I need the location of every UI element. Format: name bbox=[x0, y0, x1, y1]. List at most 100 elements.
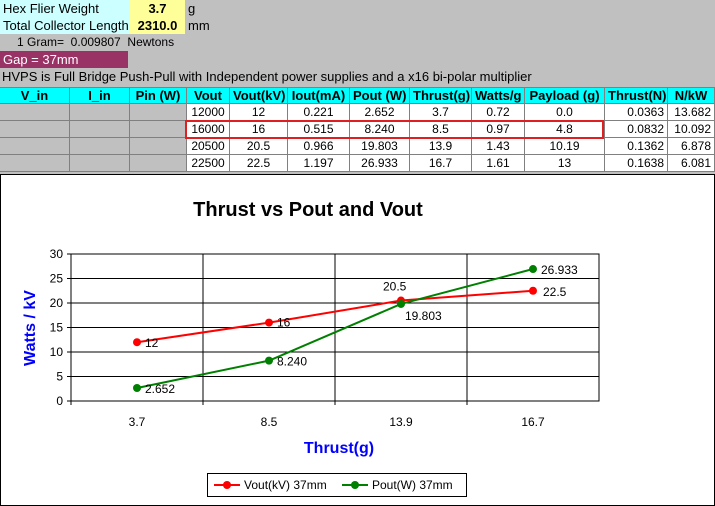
data-label: 16 bbox=[277, 316, 291, 330]
data-label: 20.5 bbox=[383, 280, 407, 294]
table-cell: 1.197 bbox=[288, 155, 350, 172]
column-header: I_in bbox=[70, 87, 130, 104]
empty-cell bbox=[0, 155, 70, 172]
column-header: Iout(mA) bbox=[288, 87, 350, 104]
conversion-text: 1 Gram= 0.009807 Newtons bbox=[17, 35, 175, 49]
marker bbox=[133, 338, 141, 347]
empty-cell bbox=[130, 121, 187, 138]
x-tick-label: 8.5 bbox=[261, 415, 278, 429]
x-tick-label: 16.7 bbox=[521, 415, 545, 429]
x-axis-title: Thrust(g) bbox=[304, 440, 374, 457]
marker bbox=[133, 384, 141, 393]
table-cell: 0.221 bbox=[288, 104, 350, 121]
y-tick-label: 25 bbox=[50, 272, 64, 286]
chart: Thrust vs Pout and Vout 0 5 10 15 20 25 30 3.7 8.… bbox=[0, 174, 715, 506]
column-header: Watts/g bbox=[472, 87, 525, 104]
data-label: 19.803 bbox=[405, 309, 442, 323]
empty-cell bbox=[70, 138, 130, 155]
x-tick-label: 3.7 bbox=[129, 415, 146, 429]
table-cell: 2.652 bbox=[350, 104, 410, 121]
table-cell: 22.5 bbox=[230, 155, 288, 172]
empty-cell bbox=[0, 121, 70, 138]
note-text: HVPS is Full Bridge Push-Pull with Indep… bbox=[2, 69, 532, 84]
table-cell: 0.0832 bbox=[605, 121, 668, 138]
empty-cell bbox=[70, 121, 130, 138]
data-label: 22.5 bbox=[543, 285, 567, 299]
table-cell: 8.5 bbox=[410, 121, 472, 138]
column-header: Pout (W) bbox=[350, 87, 410, 104]
legend-label: Pout(W) 37mm bbox=[372, 478, 453, 492]
column-header: Payload (g) bbox=[525, 87, 605, 104]
empty-cell bbox=[70, 155, 130, 172]
table-cell: 12000 bbox=[187, 104, 230, 121]
y-tick-label: 5 bbox=[56, 370, 63, 384]
column-header: Thrust(N) bbox=[605, 87, 668, 104]
table-cell: 13.682 bbox=[668, 104, 715, 121]
table-cell: 0.966 bbox=[288, 138, 350, 155]
table-cell: 26.933 bbox=[350, 155, 410, 172]
table-cell: 16.7 bbox=[410, 155, 472, 172]
table-cell: 13.9 bbox=[410, 138, 472, 155]
value-cell: 3.7 bbox=[130, 0, 185, 17]
table-cell: 6.878 bbox=[668, 138, 715, 155]
table-cell: 1.61 bbox=[472, 155, 525, 172]
chart-title: Thrust vs Pout and Vout bbox=[193, 199, 423, 221]
data-label: 26.933 bbox=[541, 263, 578, 277]
row-highlight bbox=[185, 120, 604, 139]
empty-cell bbox=[130, 138, 187, 155]
legend-box bbox=[207, 473, 467, 497]
column-header: Vout(kV) bbox=[230, 87, 288, 104]
marker bbox=[529, 265, 537, 274]
label-cell: Hex Flier Weight bbox=[0, 0, 130, 17]
table-cell: 20500 bbox=[187, 138, 230, 155]
marker bbox=[529, 286, 537, 295]
data-label: 12 bbox=[145, 336, 159, 350]
table-cell: 0.0363 bbox=[605, 104, 668, 121]
marker bbox=[265, 356, 273, 365]
table-cell: 10.092 bbox=[668, 121, 715, 138]
empty-cell bbox=[70, 104, 130, 121]
table-cell: 1.43 bbox=[472, 138, 525, 155]
table-cell: 0.1362 bbox=[605, 138, 668, 155]
x-tick-label: 13.9 bbox=[389, 415, 413, 429]
table-cell: 19.803 bbox=[350, 138, 410, 155]
empty-cell bbox=[0, 104, 70, 121]
legend-marker bbox=[223, 481, 231, 489]
y-axis-title: Watts / kV bbox=[22, 290, 39, 366]
empty-cell bbox=[130, 104, 187, 121]
unit-cell: mm bbox=[188, 18, 210, 33]
data-label: 2.652 bbox=[145, 382, 175, 396]
data-label: 8.240 bbox=[277, 355, 307, 369]
empty-cell bbox=[130, 155, 187, 172]
line bbox=[136, 289, 534, 344]
column-header: Vout bbox=[187, 87, 230, 104]
table-cell: 0.72 bbox=[472, 104, 525, 121]
gap-cell: Gap = 37mm bbox=[0, 51, 128, 68]
legend-marker bbox=[351, 481, 359, 489]
table-cell: 22500 bbox=[187, 155, 230, 172]
empty-cell bbox=[0, 138, 70, 155]
value-cell: 2310.0 bbox=[130, 17, 185, 34]
column-header: N/kW bbox=[668, 87, 715, 104]
table-cell: 0.1638 bbox=[605, 155, 668, 172]
marker bbox=[265, 318, 273, 327]
line bbox=[136, 268, 534, 389]
legend-label: Vout(kV) 37mm bbox=[244, 478, 327, 492]
y-tick-label: 10 bbox=[50, 345, 64, 359]
y-tick-label: 0 bbox=[56, 394, 63, 408]
column-header: Thrust(g) bbox=[410, 87, 472, 104]
table-cell: 6.081 bbox=[668, 155, 715, 172]
table-cell: 8.240 bbox=[350, 121, 410, 138]
y-tick-label: 15 bbox=[50, 321, 64, 335]
y-tick-label: 30 bbox=[50, 247, 64, 261]
table-cell: 20.5 bbox=[230, 138, 288, 155]
table-cell: 12 bbox=[230, 104, 288, 121]
table-cell: 0.0 bbox=[525, 104, 605, 121]
column-header: V_in bbox=[0, 87, 70, 104]
marker bbox=[397, 299, 405, 308]
table-cell: 10.19 bbox=[525, 138, 605, 155]
table-cell: 13 bbox=[525, 155, 605, 172]
y-tick-label: 20 bbox=[50, 296, 64, 310]
label-cell: Total Collector Length bbox=[0, 17, 130, 34]
